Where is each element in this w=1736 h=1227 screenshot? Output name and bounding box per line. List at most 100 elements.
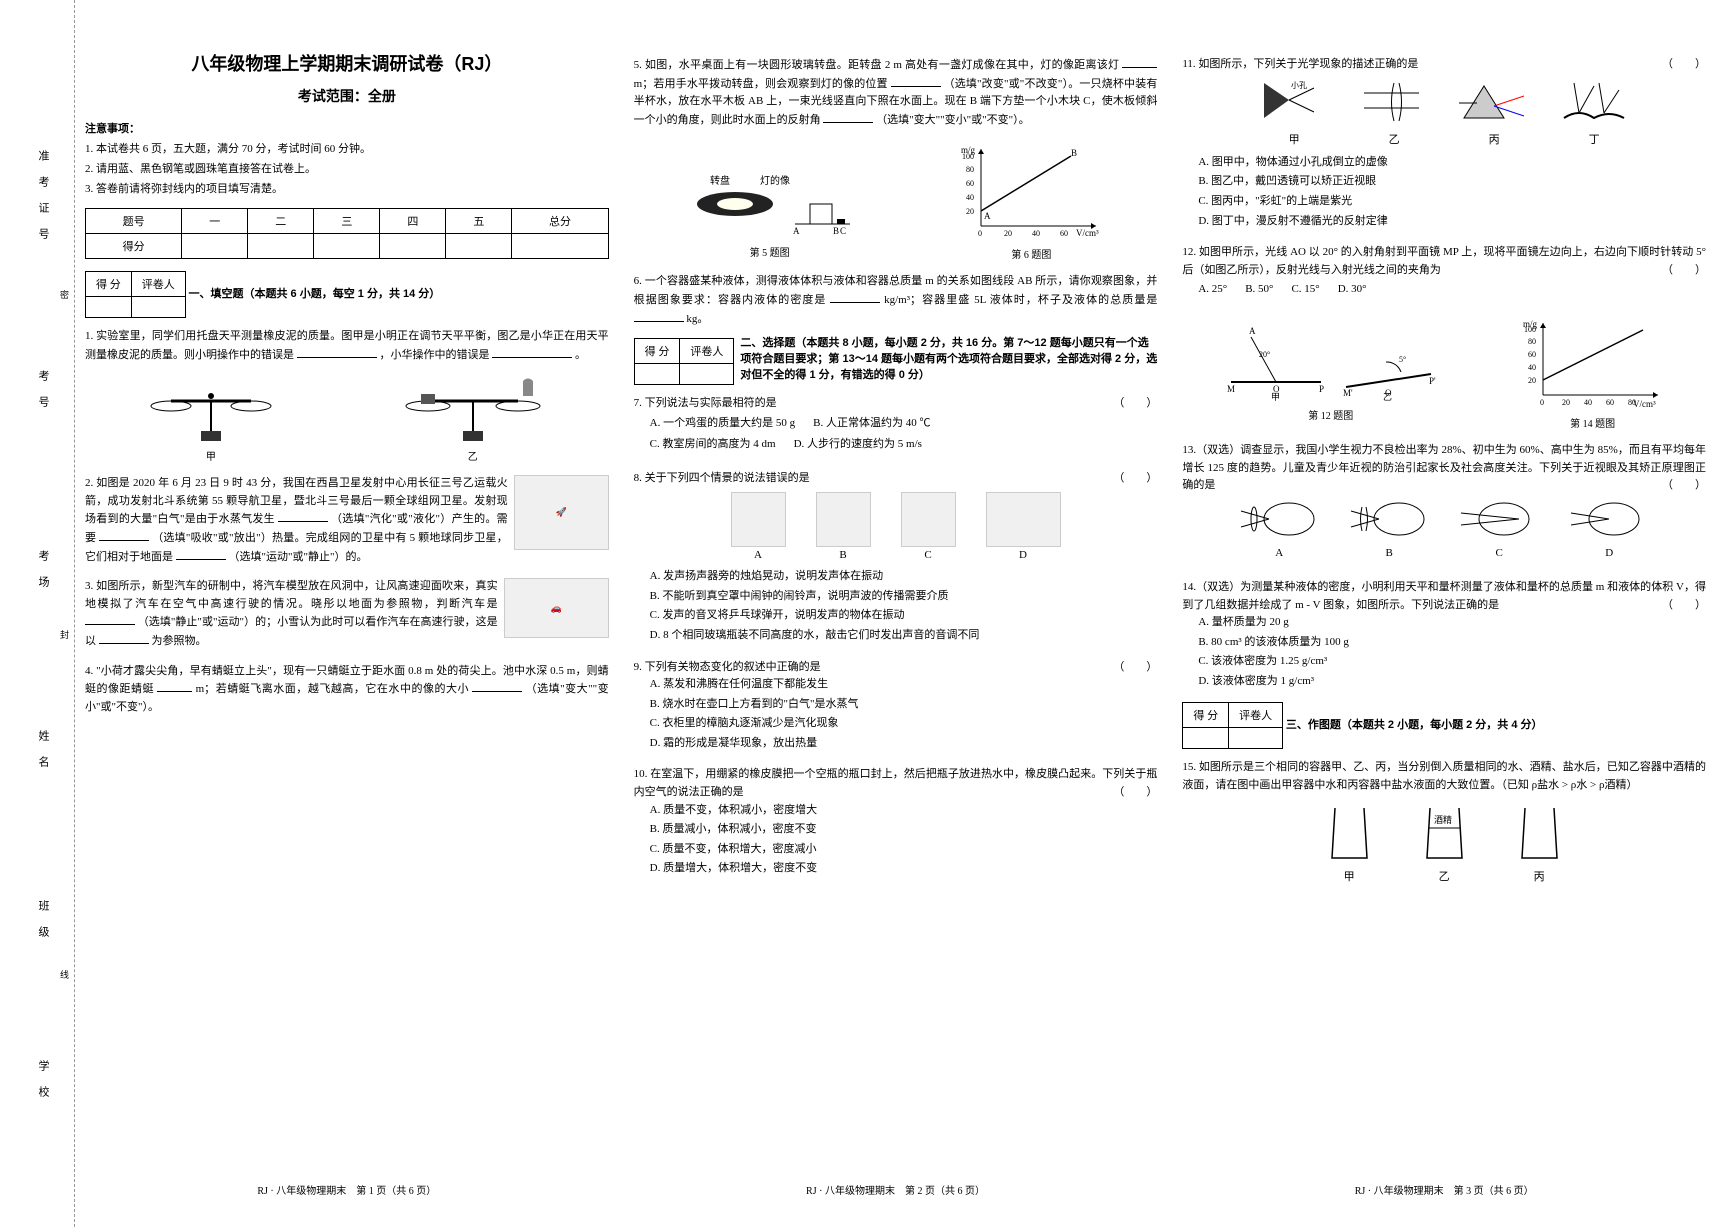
score-h-4: 四 <box>380 209 446 234</box>
question-9: 9. 下列有关物态变化的叙述中正确的是 （ ） A. 蒸发和沸腾在任何温度下都能… <box>634 659 1158 755</box>
svg-text:40: 40 <box>1584 398 1592 407</box>
footer-3: RJ · 八年级物理期末 第 3 页（共 6 页） <box>1182 1174 1706 1197</box>
score-h-6: 总分 <box>512 209 608 234</box>
blank <box>278 510 328 522</box>
speaker-candle-icon <box>731 492 786 547</box>
svg-text:60: 60 <box>1606 398 1614 407</box>
svg-text:B: B <box>833 226 839 236</box>
question-15: 15. 如图所示是三个相同的容器甲、乙、丙，当分别倒入质量相同的水、酒精、盐水后… <box>1182 759 1706 890</box>
score-row-label: 得分 <box>86 234 182 259</box>
svg-text:20: 20 <box>1528 376 1536 385</box>
svg-text:酒精: 酒精 <box>1434 814 1452 825</box>
binding-dash-text-3: 密 <box>58 290 71 299</box>
svg-text:A: A <box>1249 326 1256 336</box>
diffuse-reflection-icon <box>1559 78 1629 126</box>
svg-text:100: 100 <box>1524 325 1536 334</box>
svg-text:40: 40 <box>1528 363 1536 372</box>
footer-1: RJ · 八年级物理期末 第 1 页（共 6 页） <box>85 1174 609 1197</box>
notice-2: 2. 请用蓝、黑色钢笔或圆珠笔直接答在试卷上。 <box>85 160 609 176</box>
svg-text:40: 40 <box>966 193 974 202</box>
score-table: 题号 一 二 三 四 五 总分 得分 <box>85 208 609 259</box>
balance-scale-icon <box>393 376 553 446</box>
svg-text:C: C <box>840 226 846 236</box>
svg-text:M: M <box>1227 384 1235 394</box>
svg-text:80: 80 <box>966 165 974 174</box>
pinhole-icon: 小孔 <box>1259 78 1329 126</box>
score-h-5: 五 <box>446 209 512 234</box>
binding-label-examno: 考号 <box>35 370 51 422</box>
question-13: 13.（双选）调查显示，我国小学生视力不良检出率为 28%、初中生为 60%、高… <box>1182 442 1706 567</box>
svg-text:P': P' <box>1429 376 1436 386</box>
blank <box>297 346 377 358</box>
binding-label-class: 班级 <box>35 900 51 952</box>
balance-scale-icon <box>141 376 281 446</box>
score-h-3: 三 <box>314 209 380 234</box>
turntable-lamp-icon: 转盘 灯的像 A B C <box>685 144 855 239</box>
mini-score-table-3: 得 分评卷人 <box>1182 702 1283 749</box>
svg-text:乙: 乙 <box>1383 392 1392 402</box>
svg-text:灯的像: 灯的像 <box>760 174 790 187</box>
question-5: 5. 如图，水平桌面上有一块圆形玻璃转盘。距转盘 2 m 高处有一盏灯成像在其中… <box>634 56 1158 129</box>
question-2: 🚀 2. 如图是 2020 年 6 月 23 日 9 时 43 分，我国在西昌卫… <box>85 475 609 566</box>
mv-chart-14-icon: m/g V/cm³ 20 40 60 80 100 0 20 40 60 80 <box>1518 315 1668 410</box>
section-1-head: 一、填空题（本题共 6 小题，每空 1 分，共 14 分） <box>189 288 441 300</box>
svg-text:A: A <box>793 226 800 236</box>
svg-text:100: 100 <box>962 152 974 161</box>
eye-lens-c-icon <box>1459 499 1539 539</box>
container-c-icon <box>1517 803 1562 863</box>
binding-label-room: 考场 <box>35 550 51 602</box>
svg-text:20: 20 <box>1004 229 1012 238</box>
section-2-head: 二、选择题（本题共 8 小题，每小题 2 分，共 16 分。第 7～12 题每小… <box>740 334 1157 382</box>
eye-lens-d-icon <box>1569 499 1649 539</box>
svg-text:A: A <box>984 211 991 221</box>
question-14: 14.（双选）为测量某种液体的密度，小明利用天平和量杯测量了液体和量杯的总质量 … <box>1182 579 1706 693</box>
svg-text:60: 60 <box>966 179 974 188</box>
blank <box>1122 56 1157 68</box>
svg-text:B: B <box>1071 148 1077 158</box>
score-h-2: 二 <box>248 209 314 234</box>
blank <box>830 291 880 303</box>
footer-2: RJ · 八年级物理期末 第 2 页（共 6 页） <box>634 1174 1158 1197</box>
notice-head: 注意事项： <box>85 120 609 136</box>
q12-14-figures: A 20° MOP 甲 5° M'OP' 乙 第 12 题图 m/g V/cm³… <box>1182 315 1706 430</box>
column-2: 5. 如图，水平桌面上有一块圆形玻璃转盘。距转盘 2 m 高处有一盏灯成像在其中… <box>634 50 1158 1197</box>
question-4: 4. "小荷才露尖尖角，早有蜻蜓立上头"，现有一只蜻蜓立于距水面 0.8 m 处… <box>85 663 609 717</box>
question-10: 10. 在室温下，用绷紧的橡皮膜把一个空瓶的瓶口封上，然后把瓶子放进热水中，橡皮… <box>634 766 1158 880</box>
svg-text:0: 0 <box>978 229 982 238</box>
svg-text:M': M' <box>1343 388 1353 398</box>
svg-text:80: 80 <box>1528 337 1536 346</box>
section-2-header-row: 得 分评卷人 二、选择题（本题共 8 小题，每小题 2 分，共 16 分。第 7… <box>634 334 1158 389</box>
q5-6-figures: 转盘 灯的像 A B C 第 5 题图 m/g V/cm³ 20 4 <box>634 141 1158 261</box>
section-3-header-row: 得 分评卷人 三、作图题（本题共 2 小题，每小题 2 分，共 4 分） <box>1182 698 1706 753</box>
svg-text:P: P <box>1319 384 1324 394</box>
exam-title: 八年级物理上学期期末调研试卷（RJ） <box>85 50 609 76</box>
mini-score-table-1: 得 分评卷人 <box>85 271 186 318</box>
q1-figures: 甲 乙 <box>85 376 609 463</box>
car-windtunnel-icon: 🚗 <box>504 578 609 638</box>
svg-text:60: 60 <box>1060 229 1068 238</box>
blank <box>634 310 684 322</box>
binding-dash-text-1: 线 <box>58 970 71 979</box>
svg-text:V/cm³: V/cm³ <box>1076 228 1099 238</box>
column-3: 11. 如图所示，下列关于光学现象的描述正确的是 （ ） 小孔 甲 乙 丙 丁 … <box>1182 50 1706 1197</box>
notice-1: 1. 本试卷共 6 页，五大题，满分 70 分，考试时间 60 分钟。 <box>85 140 609 156</box>
blank <box>85 613 135 625</box>
question-8: 8. 关于下列四个情景的说法错误的是 （ ） A B C D A. 发声扬声器旁… <box>634 470 1158 647</box>
container-b-icon: 酒精 <box>1422 803 1467 863</box>
mini-score-table-2: 得 分评卷人 <box>634 338 735 385</box>
svg-text:80: 80 <box>1628 398 1636 407</box>
svg-text:转盘: 转盘 <box>710 174 730 187</box>
svg-text:5°: 5° <box>1399 355 1406 364</box>
svg-text:20: 20 <box>966 207 974 216</box>
score-h-1: 一 <box>182 209 248 234</box>
section-1-header-row: 得 分评卷人 一、填空题（本题共 6 小题，每空 1 分，共 14 分） <box>85 267 609 322</box>
svg-text:0: 0 <box>1540 398 1544 407</box>
mirror-rotation-icon: A 20° MOP 甲 5° M'OP' 乙 <box>1221 322 1441 402</box>
svg-text:20°: 20° <box>1259 350 1270 359</box>
binding-label-admit: 准考证号 <box>35 150 51 254</box>
binding-label-name: 姓名 <box>35 730 51 782</box>
exam-subtitle: 考试范围：全册 <box>85 86 609 106</box>
blank <box>891 75 941 87</box>
svg-text:甲: 甲 <box>1271 392 1280 402</box>
blank <box>492 346 572 358</box>
